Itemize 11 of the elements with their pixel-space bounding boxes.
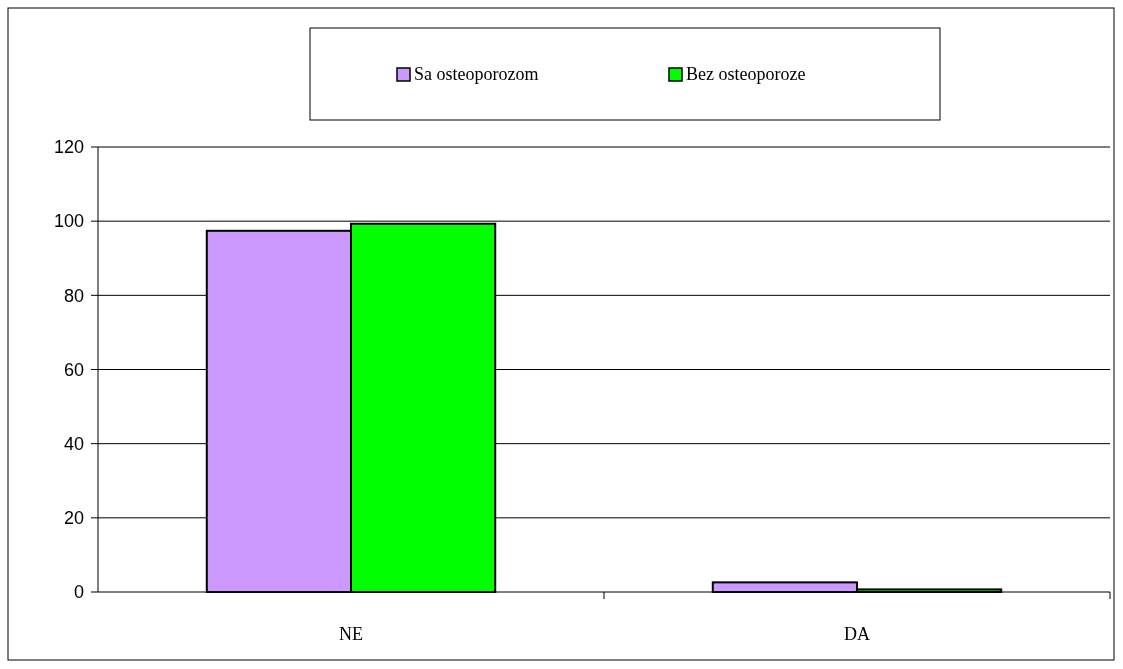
y-tick-label: 20: [63, 508, 84, 529]
y-tick-label: 60: [63, 359, 84, 380]
y-tick-label: 80: [63, 285, 84, 306]
x-tick-label: DA: [844, 624, 870, 644]
legend-label: Sa osteoporozom: [414, 64, 539, 84]
y-tick-label: 40: [63, 433, 84, 454]
x-tick-label: NE: [339, 624, 363, 644]
y-tick-label: 0: [73, 582, 84, 603]
y-tick-label: 100: [53, 211, 84, 232]
legend-label: Bez osteoporoze: [686, 64, 806, 84]
y-tick-label: 120: [53, 137, 84, 158]
